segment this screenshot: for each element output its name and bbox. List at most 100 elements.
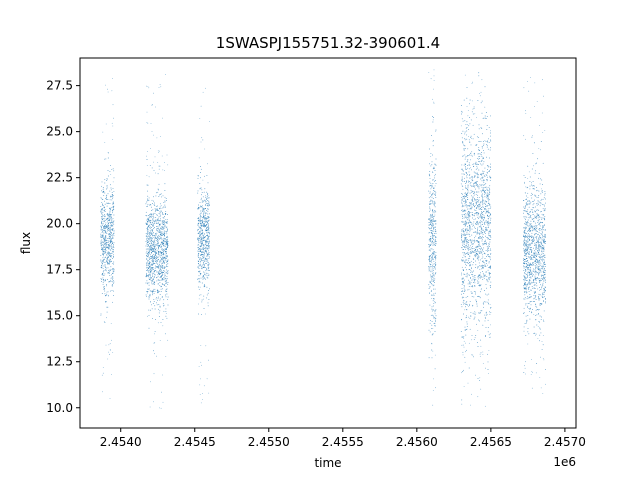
data-point bbox=[154, 257, 156, 259]
data-point bbox=[534, 297, 536, 299]
data-point bbox=[160, 266, 162, 268]
data-point bbox=[461, 210, 463, 212]
data-point bbox=[154, 267, 156, 269]
data-point bbox=[472, 274, 474, 276]
data-point bbox=[478, 158, 480, 160]
data-point bbox=[153, 255, 155, 257]
data-point bbox=[464, 238, 466, 240]
data-point bbox=[462, 301, 464, 303]
data-point bbox=[479, 253, 480, 254]
data-point bbox=[197, 229, 199, 230]
data-point bbox=[157, 290, 159, 292]
data-point bbox=[470, 248, 471, 250]
data-point bbox=[481, 184, 483, 186]
data-point bbox=[435, 237, 437, 239]
data-point bbox=[540, 211, 542, 213]
data-point bbox=[464, 289, 466, 291]
data-point bbox=[108, 344, 110, 346]
data-point bbox=[146, 122, 148, 123]
data-point bbox=[486, 256, 488, 257]
data-point bbox=[485, 242, 487, 244]
data-point bbox=[461, 111, 463, 113]
data-point bbox=[462, 259, 464, 261]
data-point bbox=[197, 209, 199, 210]
data-point bbox=[434, 170, 436, 171]
data-point bbox=[166, 261, 168, 262]
data-point bbox=[110, 241, 112, 243]
data-point bbox=[429, 257, 431, 259]
data-point bbox=[433, 177, 435, 179]
data-point bbox=[536, 204, 538, 206]
data-point bbox=[472, 203, 474, 205]
data-point bbox=[156, 258, 158, 260]
data-point bbox=[465, 222, 467, 224]
data-point bbox=[159, 306, 161, 308]
data-point bbox=[431, 257, 433, 259]
data-point bbox=[205, 297, 207, 299]
data-point bbox=[468, 155, 470, 156]
data-point bbox=[433, 260, 435, 262]
data-point bbox=[432, 209, 433, 211]
data-point bbox=[101, 267, 103, 269]
data-point bbox=[530, 214, 532, 216]
data-point bbox=[467, 382, 469, 384]
data-point bbox=[465, 245, 467, 246]
data-point bbox=[482, 232, 484, 234]
data-point bbox=[165, 296, 167, 298]
data-point bbox=[111, 339, 112, 341]
data-point bbox=[164, 275, 166, 277]
data-point bbox=[433, 244, 435, 246]
data-point bbox=[161, 296, 163, 298]
data-point bbox=[160, 273, 162, 275]
data-point bbox=[466, 309, 467, 311]
data-point bbox=[112, 230, 113, 231]
data-point bbox=[112, 125, 114, 127]
data-point bbox=[480, 220, 481, 222]
data-point bbox=[155, 238, 157, 239]
data-point bbox=[157, 299, 159, 301]
data-point bbox=[435, 173, 436, 175]
data-point bbox=[477, 186, 479, 188]
data-point bbox=[206, 226, 208, 228]
data-point bbox=[198, 217, 200, 219]
data-point bbox=[466, 259, 468, 261]
data-point bbox=[198, 250, 200, 252]
data-point bbox=[197, 239, 199, 241]
data-point bbox=[107, 214, 109, 216]
data-point bbox=[429, 209, 431, 211]
data-point bbox=[166, 220, 168, 222]
data-point bbox=[481, 112, 483, 114]
data-point bbox=[431, 279, 432, 281]
data-point bbox=[434, 301, 436, 303]
data-point bbox=[104, 200, 105, 202]
data-point bbox=[152, 294, 154, 296]
data-point bbox=[154, 156, 156, 158]
data-point bbox=[152, 257, 154, 259]
data-point bbox=[160, 210, 162, 212]
data-point bbox=[474, 186, 476, 188]
data-point bbox=[103, 226, 105, 228]
data-point bbox=[468, 262, 470, 263]
data-point bbox=[112, 212, 113, 214]
data-point bbox=[473, 319, 475, 320]
data-point bbox=[147, 283, 149, 285]
data-point bbox=[474, 200, 476, 202]
data-point bbox=[199, 217, 201, 219]
data-point bbox=[160, 219, 162, 221]
data-point bbox=[542, 217, 544, 219]
data-point bbox=[151, 256, 153, 258]
data-point bbox=[111, 195, 112, 197]
data-point bbox=[537, 288, 539, 290]
data-point bbox=[462, 249, 464, 251]
data-point bbox=[540, 243, 542, 245]
data-point bbox=[206, 210, 207, 212]
data-point bbox=[480, 230, 482, 232]
data-point bbox=[534, 244, 535, 246]
data-point bbox=[461, 319, 462, 321]
data-point bbox=[471, 111, 473, 113]
data-point bbox=[103, 246, 105, 248]
data-point bbox=[544, 228, 546, 230]
data-point bbox=[203, 285, 205, 287]
data-point bbox=[197, 247, 199, 249]
data-point bbox=[433, 179, 434, 181]
